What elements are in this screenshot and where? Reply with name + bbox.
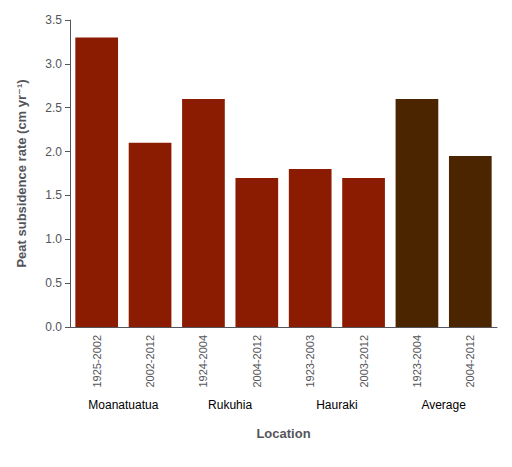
svg-text:2002-2012: 2002-2012 <box>144 335 156 388</box>
svg-text:1924-2004: 1924-2004 <box>197 335 209 388</box>
svg-text:2004-2012: 2004-2012 <box>251 335 263 388</box>
svg-text:2003-2012: 2003-2012 <box>358 335 370 388</box>
svg-text:1.0: 1.0 <box>45 232 62 246</box>
svg-text:Rukuhia: Rukuhia <box>208 398 252 412</box>
svg-text:2004-2012: 2004-2012 <box>464 335 476 388</box>
svg-text:0.5: 0.5 <box>45 276 62 290</box>
svg-text:3.0: 3.0 <box>45 57 62 71</box>
svg-text:0.0: 0.0 <box>45 320 62 334</box>
svg-text:Moanatuatua: Moanatuatua <box>88 398 158 412</box>
svg-text:1923-2003: 1923-2003 <box>304 335 316 388</box>
svg-text:Hauraki: Hauraki <box>316 398 357 412</box>
svg-text:Peat subsidence rate (cm yr⁻¹): Peat subsidence rate (cm yr⁻¹) <box>14 79 29 267</box>
svg-text:Location: Location <box>256 426 310 441</box>
svg-text:1923-2004: 1923-2004 <box>411 335 423 388</box>
svg-text:3.5: 3.5 <box>45 13 62 27</box>
svg-text:2.0: 2.0 <box>45 145 62 159</box>
svg-text:1925-2002: 1925-2002 <box>91 335 103 388</box>
svg-text:Average: Average <box>421 398 466 412</box>
svg-text:1.5: 1.5 <box>45 188 62 202</box>
svg-text:2.5: 2.5 <box>45 101 62 115</box>
